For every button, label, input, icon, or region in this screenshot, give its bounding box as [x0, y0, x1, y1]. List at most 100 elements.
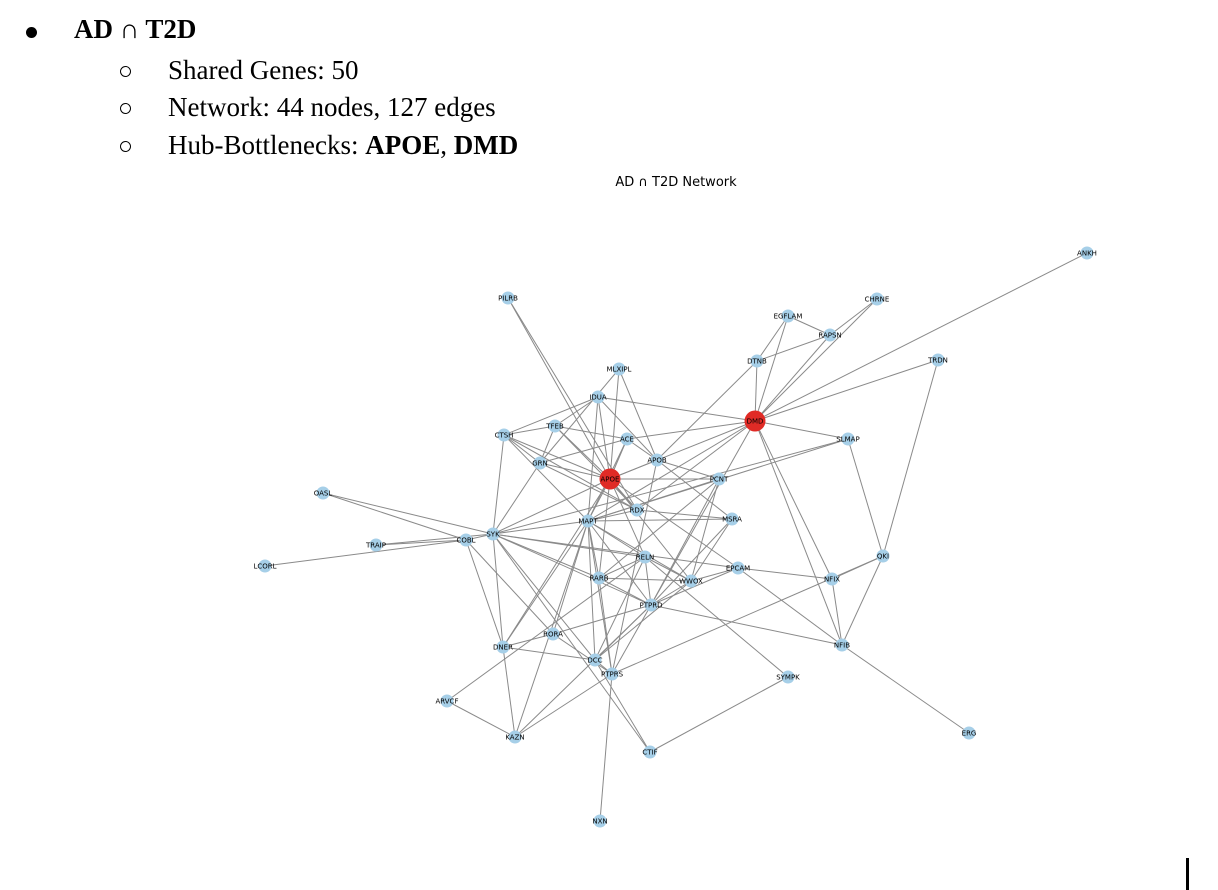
- node-circle: [643, 745, 657, 759]
- edge-PTPRS-KAZN: [514, 673, 613, 738]
- node-circle: [638, 550, 652, 564]
- edge-MLXIPL-GRN: [539, 368, 620, 464]
- edge-APOE-WWOX: [609, 478, 692, 582]
- edge-RARB-PTPRD: [598, 577, 652, 606]
- node-label: ERG: [962, 730, 977, 738]
- hub-gene-2: DMD: [453, 130, 519, 160]
- edge-DMD-SLMAP: [754, 420, 849, 440]
- edge-COBL-DNER: [465, 539, 504, 648]
- edge-CTSH-RDX: [503, 434, 638, 511]
- edge-MSRA-WWOX: [690, 518, 733, 582]
- node-DNER: DNER: [493, 640, 513, 654]
- node-label: TFEB: [545, 423, 564, 431]
- node-label: NFIX: [824, 576, 840, 584]
- node-PTPRS: PTPRS: [601, 667, 624, 681]
- edge-ACE-GRN: [539, 438, 628, 464]
- node-circle: [620, 432, 634, 446]
- edge-PTPRD-KAZN: [514, 604, 652, 738]
- node-circle: [644, 598, 658, 612]
- node-CHRNE: CHRNE: [865, 292, 889, 306]
- node-label: TRDN: [927, 357, 948, 365]
- node-label: ACE: [620, 436, 634, 444]
- node-circle: [650, 453, 664, 467]
- edge-CTSH-APOE: [503, 434, 611, 480]
- edge-DMD-RDX: [636, 420, 756, 511]
- node-label: DNER: [493, 644, 513, 652]
- node-circle: [258, 559, 272, 573]
- node-label: SLMAP: [836, 436, 859, 444]
- shared-genes-text: Shared Genes: 50: [168, 55, 359, 85]
- node-label: RDX: [629, 507, 644, 515]
- edge-MAPT-DCC: [587, 520, 596, 661]
- node-circle: [781, 670, 795, 684]
- edge-APOB-MSRA: [656, 459, 733, 520]
- edge-IDUA-MAPT: [587, 396, 599, 522]
- node-label: CTSH: [495, 432, 514, 440]
- node-circle: [316, 486, 330, 500]
- edge-RELN-SYMPK: [644, 556, 789, 678]
- edge-DMD-NFIX: [754, 420, 833, 580]
- edge-RARB-PTPRS: [598, 577, 613, 675]
- node-circle: [841, 432, 855, 446]
- edge-WWOX-DCC: [594, 580, 692, 661]
- edge-SYK-TRAIP: [375, 533, 494, 546]
- node-label: PTPRS: [601, 671, 624, 679]
- node-TFEB: TFEB: [545, 419, 564, 433]
- node-circle: [593, 814, 607, 828]
- edge-DCC-CTIF: [594, 659, 651, 753]
- edge-RAPSN-DTNB: [756, 334, 831, 362]
- node-circle: [533, 456, 547, 470]
- node-circle: [592, 571, 606, 585]
- edge-APOE-SYK: [492, 478, 611, 535]
- hub-bottlenecks-text: Hub-Bottlenecks: APOE, DMD: [168, 130, 518, 161]
- node-COBL: COBL: [456, 533, 476, 547]
- node-circle: [781, 309, 795, 323]
- node-circle: [876, 549, 890, 563]
- node-label: ANKH: [1077, 250, 1097, 258]
- node-MLXIPL: MLXIPL: [607, 362, 632, 376]
- node-circle: [588, 653, 602, 667]
- edge-DMD-PTPRD: [650, 420, 756, 606]
- node-GRN: GRN: [532, 456, 548, 470]
- node-label: MLXIPL: [607, 366, 632, 374]
- edge-RELN-ARVCF: [446, 556, 646, 702]
- node-NFIX: NFIX: [824, 572, 840, 586]
- edge-EPCAM-NFIX: [737, 567, 833, 580]
- edge-MAPT-WWOX: [587, 520, 692, 582]
- node-label: RAPSN: [818, 332, 841, 340]
- node-circle: [823, 328, 837, 342]
- node-label: RELN: [636, 554, 654, 562]
- node-label: DMD: [747, 418, 764, 426]
- node-circle: [825, 572, 839, 586]
- edge-APOB-PCNT: [656, 459, 720, 480]
- edge-MLXIPL-APOE: [609, 368, 620, 480]
- node-label: PTPRD: [640, 602, 663, 610]
- edge-TRDN-DMD: [754, 359, 939, 422]
- edge-EPCAM-NFIB: [737, 567, 843, 646]
- node-label: SYK: [486, 531, 500, 539]
- edge-PCNT-MAPT: [587, 478, 720, 522]
- node-label: QKI: [877, 553, 889, 561]
- edge-RELN-WWOX: [644, 556, 692, 582]
- sub-bullet-circle: [120, 66, 131, 77]
- edge-PTPRS-NXN: [599, 673, 613, 822]
- node-label: TRAIP: [365, 542, 386, 550]
- node-ARVCF: ARVCF: [436, 694, 458, 708]
- edge-PCNT-PTPRD: [650, 478, 720, 606]
- node-RDX: RDX: [629, 503, 645, 517]
- edge-GRN-SYK: [492, 462, 541, 535]
- node-circle: [486, 527, 500, 541]
- edge-IDUA-APOB: [597, 396, 658, 461]
- edge-SYMPK-CTIF: [649, 676, 789, 753]
- node-label: WWOX: [679, 578, 703, 586]
- node-label: EGFLAM: [774, 313, 803, 321]
- node-ACE: ACE: [620, 432, 634, 446]
- edge-SYK-RELN: [492, 533, 646, 558]
- edge-RARB-WWOX: [598, 577, 692, 582]
- node-label: EPCAM: [726, 565, 750, 573]
- edge-SYK-PTPRD: [492, 533, 652, 606]
- edge-PTPRD-RORA: [552, 604, 652, 635]
- edge-RELN-PTPRD: [644, 556, 652, 606]
- node-circle: [962, 726, 976, 740]
- edge-EPCAM-WWOX: [690, 567, 739, 582]
